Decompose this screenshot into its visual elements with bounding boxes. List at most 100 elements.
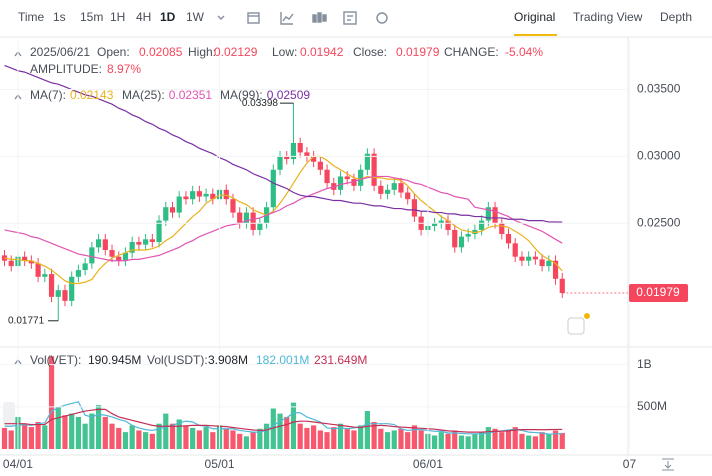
volume-bar [109,423,115,449]
view-tab[interactable]: Depth [660,10,692,24]
volume-bar [452,430,458,449]
volume-bar [203,427,209,449]
candle-body [116,256,122,261]
volume-bar [8,430,14,449]
interval-button[interactable]: 1D [160,10,176,24]
candle-body [539,259,545,267]
candle-body [297,143,303,153]
info-text: 0.01979 [396,45,440,59]
x-tick-label: 05/01 [205,457,235,471]
interval-button[interactable]: 1H [110,10,125,24]
volume-bar [284,416,290,449]
candle-body [458,236,465,248]
candle-body [230,199,236,213]
interval-button[interactable]: 4H [136,10,151,24]
volume-bar [411,425,418,449]
volume-ma-legend: 231.649M [314,353,367,367]
candle-body [156,220,162,242]
candle-body [465,233,471,237]
volume-bar [418,430,424,449]
volume-bar [42,425,48,449]
interval-button[interactable]: 1W [186,10,205,24]
volume-bar [519,433,525,449]
volume-bar [243,436,250,449]
volume-bar [492,428,498,449]
volume-bar [129,425,135,449]
volume-bar [472,433,478,449]
interval-button[interactable]: Time [18,10,45,24]
ma-line [4,64,563,223]
interval-button[interactable]: 1s [53,10,66,24]
volume-bar [250,432,256,449]
volume-ma-line [4,401,563,435]
candle-body [122,252,129,261]
volume-bar [183,425,189,449]
candle-body [257,223,263,230]
volume-bar [364,411,370,449]
indicator-icon[interactable] [280,12,294,25]
candle-body [472,229,478,234]
calendar-icon[interactable] [247,12,260,24]
candle-body [284,156,290,160]
info-text: 0.02085 [139,45,183,59]
volume-legend: Vol(VET): [30,353,81,367]
volume-bar [405,432,411,449]
candle-body [75,270,82,277]
candle-body [163,207,169,221]
volume-bar [559,432,565,449]
candle-body [22,256,28,261]
view-tab[interactable]: Original [514,10,555,24]
scale-icon[interactable] [662,458,674,471]
candle-body [277,156,283,170]
candle-body [384,189,391,194]
interval-button[interactable]: 15m [80,10,103,24]
candle-body [324,169,330,184]
volume-bar [190,427,196,449]
info-text: 2025/06/21 [30,45,90,59]
view-tab[interactable]: Trading View [573,10,643,24]
candle-body [28,260,34,264]
volume-bar [156,423,162,449]
info-text: Low: [272,45,297,59]
candle-body [8,260,14,267]
candle-body [351,179,357,186]
volume-bar [270,408,276,449]
volume-tick-label: 500M [637,399,667,413]
volume-bar [431,435,438,449]
candle-body [210,193,216,200]
candle-body [438,220,444,224]
volume-bar [445,433,451,449]
ma-legend-value: 0.02143 [70,88,114,102]
candle-style-icon[interactable] [312,12,327,23]
volume-bar [512,427,518,449]
candle-body [196,191,202,197]
volume-bar [196,430,202,449]
volume-bar [290,402,297,449]
volume-bar [102,416,108,449]
volume-bar [1,427,8,449]
ma-line [4,175,563,262]
y-tick-label: 0.03500 [637,82,681,96]
dropdown-icon[interactable] [217,15,225,20]
template-icon[interactable] [343,11,357,25]
candle-body [311,156,317,162]
note-icon[interactable] [567,317,585,335]
volume-ma-legend: 182.001M [256,353,309,367]
volume-bar [62,415,68,449]
candle-body [190,191,196,200]
scroll-handle[interactable] [3,402,15,426]
candle-body [371,153,377,186]
ma-legend-value: 0.02509 [267,88,311,102]
volume-bar [257,428,263,449]
volume-bar [75,416,82,449]
volume-bar [210,432,216,449]
volume-bar [344,428,350,449]
ma-legend-name: MA(7): [30,88,66,102]
volume-bar [122,432,129,449]
candle-body [304,152,310,157]
candle-body [82,263,88,271]
candle-body [552,260,559,279]
volume-bar [465,436,471,449]
candle-body [290,143,297,160]
settings-icon[interactable] [376,12,388,24]
